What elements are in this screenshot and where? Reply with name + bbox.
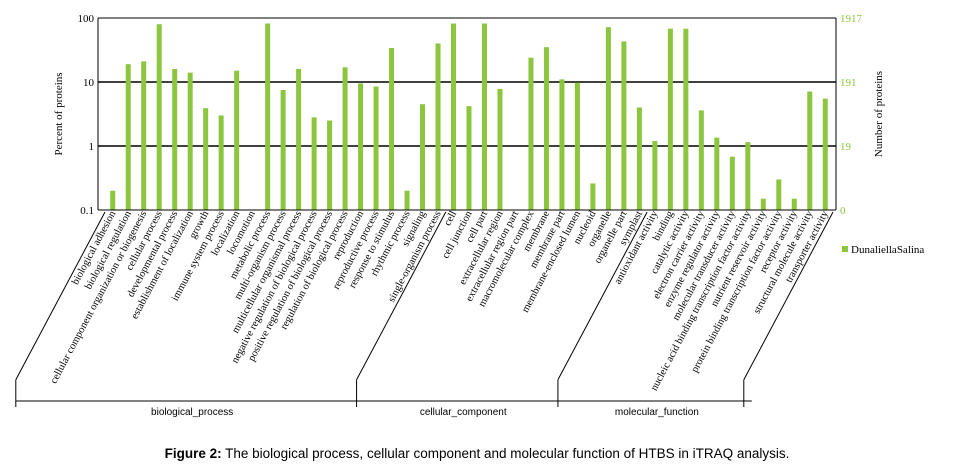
bar <box>791 198 797 210</box>
bar <box>435 43 441 211</box>
bar <box>621 41 627 210</box>
y-axis-label: Percent of proteins <box>53 72 65 155</box>
bar <box>729 156 735 210</box>
legend: DunaliellaSalina <box>842 244 924 256</box>
bar <box>311 117 317 210</box>
bar <box>590 183 596 210</box>
y-tick-label: 100 <box>78 13 95 25</box>
group-label: molecular_function <box>615 407 699 418</box>
y-tick-label: 0.1 <box>80 205 94 217</box>
group-divider <box>743 211 834 380</box>
y2-tick-label: 1917 <box>840 13 863 25</box>
bar <box>466 106 472 210</box>
axes <box>97 18 837 211</box>
bar <box>125 64 131 211</box>
group-divider <box>356 211 447 380</box>
group-label: biological_process <box>151 407 233 418</box>
y-tick-label: 1 <box>89 141 95 153</box>
y2-axis-label: Number of proteins <box>873 71 885 157</box>
bar <box>497 88 503 210</box>
figure-caption-text: The biological process, cellular compone… <box>221 446 790 461</box>
bar <box>683 28 689 211</box>
bar <box>667 28 673 211</box>
group-label: cellular_component <box>420 407 507 418</box>
bar <box>543 47 549 211</box>
bar <box>203 108 209 210</box>
bar <box>760 198 766 210</box>
bar <box>296 68 302 211</box>
bar <box>636 107 642 210</box>
figure-caption: Figure 2: The biological process, cellul… <box>0 446 954 461</box>
bar <box>389 47 395 210</box>
bar <box>156 24 162 210</box>
bar <box>404 190 410 210</box>
group-divider <box>557 211 648 380</box>
bar <box>822 98 828 210</box>
legend-swatch <box>842 246 848 252</box>
bar <box>218 115 224 210</box>
group-brackets: biological_process cellular_component mole… <box>15 211 834 418</box>
bar <box>451 23 457 210</box>
bar <box>807 91 813 210</box>
legend-label: DunaliellaSalina <box>851 244 924 256</box>
bar <box>187 72 193 211</box>
bar <box>110 190 116 210</box>
y2-tick-label: 19 <box>840 141 852 153</box>
bar <box>528 57 534 211</box>
bars <box>110 23 828 211</box>
bar <box>327 120 333 210</box>
bar <box>698 110 704 210</box>
bar <box>574 82 580 210</box>
bar <box>776 179 782 210</box>
bar <box>714 137 720 210</box>
bar <box>420 104 426 210</box>
bar <box>265 23 271 210</box>
left-tick-labels: 100 10 1 0.1 <box>78 13 95 217</box>
y2-tick-label: 0 <box>840 205 846 217</box>
y-tick-label: 10 <box>83 77 95 89</box>
y2-tick-label: 191 <box>840 77 857 89</box>
bar <box>373 86 379 210</box>
bar <box>280 89 286 210</box>
bar <box>605 27 611 210</box>
bar <box>342 67 348 210</box>
bar <box>559 79 565 211</box>
bar <box>745 142 751 210</box>
bar <box>481 23 487 210</box>
bar <box>141 61 147 211</box>
right-tick-labels: 1917 191 19 0 <box>840 13 863 217</box>
group-divider <box>15 211 106 380</box>
bar <box>172 68 178 211</box>
go-bar-chart: 100 10 1 0.1 1917 191 19 0 Percent of proteins… <box>15 13 924 418</box>
figure-label: Figure 2: <box>164 446 222 461</box>
bar <box>358 83 364 210</box>
bar <box>652 140 658 210</box>
bar <box>234 70 240 210</box>
